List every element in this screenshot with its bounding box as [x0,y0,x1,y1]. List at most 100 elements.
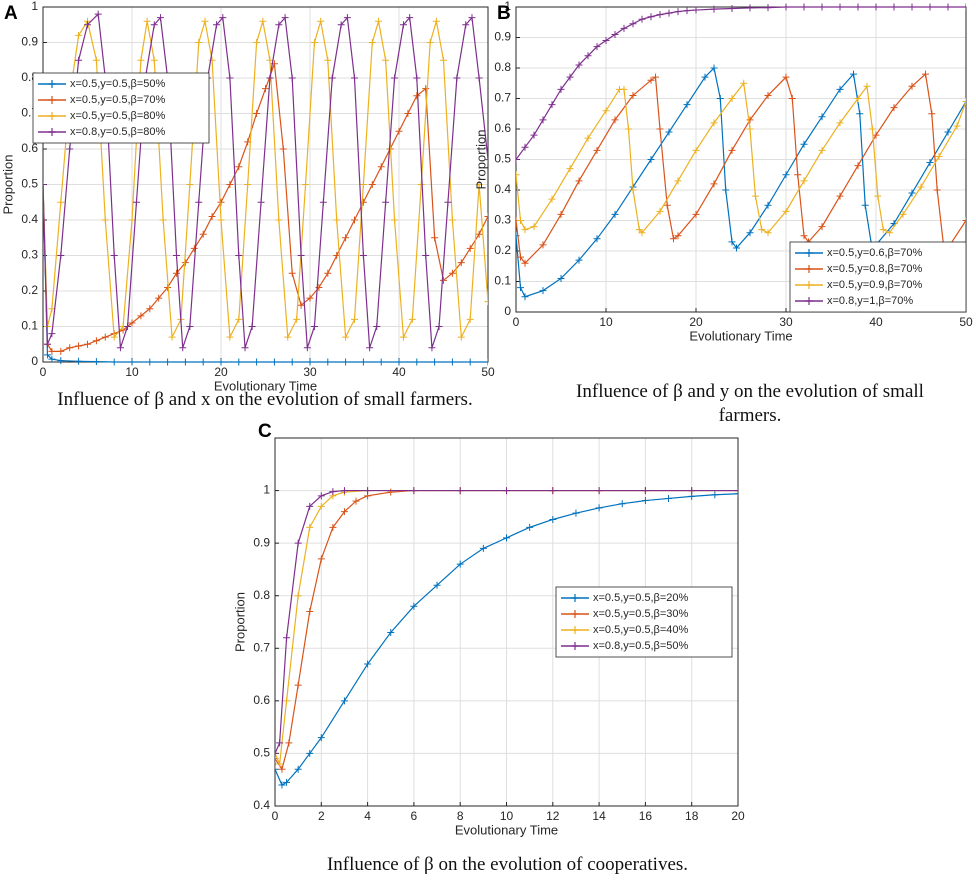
marker [863,82,871,90]
marker [620,24,628,32]
y-axis-label: Proportion [232,592,247,652]
marker [788,95,796,102]
marker [692,146,700,154]
marker [253,358,261,366]
marker [43,351,51,359]
marker [426,39,434,46]
x-tick-label: 10 [125,365,139,379]
marker [928,110,936,118]
marker [557,210,565,218]
marker [294,765,302,773]
marker [890,3,898,11]
marker [306,502,314,510]
series [516,70,966,267]
marker [517,217,524,224]
x-tick-label: 10 [599,315,613,329]
x-tick-label: 8 [457,809,464,823]
marker [692,6,700,14]
legend-marker [48,112,56,120]
marker [288,269,296,277]
marker [620,85,628,93]
marker [110,358,118,366]
marker [453,74,461,82]
marker [746,116,754,124]
marker [377,358,385,366]
x-tick-label: 2 [318,809,325,823]
marker [387,629,395,637]
marker [406,14,414,22]
panel: 00.10.20.30.40.50.60.70.80.910 10 20 30 40 50… [473,0,973,343]
marker [317,555,325,563]
marker [444,198,452,206]
marker [410,487,418,495]
marker [276,760,284,768]
marker [413,358,421,366]
marker [854,95,862,102]
marker [391,74,399,82]
marker [283,778,291,786]
marker [475,181,483,188]
marker [899,210,907,218]
x-axis-label: Evolutionary Time [689,328,792,343]
marker [235,315,243,323]
marker [710,5,718,13]
marker [740,79,748,87]
marker [674,8,682,16]
marker [521,259,529,267]
marker [647,156,655,163]
legend-label: x=0.5,y=0.8,β=70% [827,263,923,275]
marker [399,333,407,341]
marker [629,186,637,194]
x-tick-label: 30 [303,365,317,379]
x-tick-label: 50 [481,365,495,379]
marker [836,119,844,127]
marker [456,487,464,495]
marker [926,3,934,11]
y-tick-label: 0 [31,354,38,368]
marker [432,17,440,25]
marker [217,216,225,224]
x-axis-label: Evolutionary Time [214,378,317,393]
marker [944,3,952,11]
marker [288,358,296,366]
marker [342,333,350,341]
marker [150,21,158,29]
x-tick-label: 14 [592,809,606,823]
y-tick-label: 0.3 [494,213,511,227]
marker [219,14,227,22]
legend-marker [48,80,56,88]
marker [329,488,337,496]
marker [382,198,390,206]
marker [548,101,556,109]
marker [549,487,557,495]
marker [288,74,296,82]
y-tick-label: 0 [504,304,511,318]
legend-marker [805,297,813,305]
panel: 00.10.20.30.40.50.60.70.80.910 10 20 30 40 50… [0,0,495,393]
y-tick-label: 0.5 [494,152,511,166]
marker [259,17,267,25]
marker [475,74,483,82]
marker [66,145,74,153]
marker [722,186,730,194]
marker [226,333,234,341]
marker [387,488,395,496]
legend-label: x=0.8,y=1,β=70% [827,295,913,307]
marker [908,189,916,197]
x-tick-label: 20 [689,315,703,329]
marker [665,128,673,136]
x-tick-label: 0 [513,315,520,329]
marker [351,315,358,323]
marker [101,216,109,224]
marker [448,269,456,277]
marker [758,226,766,234]
marker [629,20,637,28]
marker [872,3,880,11]
marker [836,85,844,93]
legend-label: x=0.5,y=0.9,β=70% [827,279,923,291]
marker [466,315,474,323]
marker [310,39,318,46]
marker [908,82,916,90]
marker [319,198,327,206]
marker [479,544,487,552]
